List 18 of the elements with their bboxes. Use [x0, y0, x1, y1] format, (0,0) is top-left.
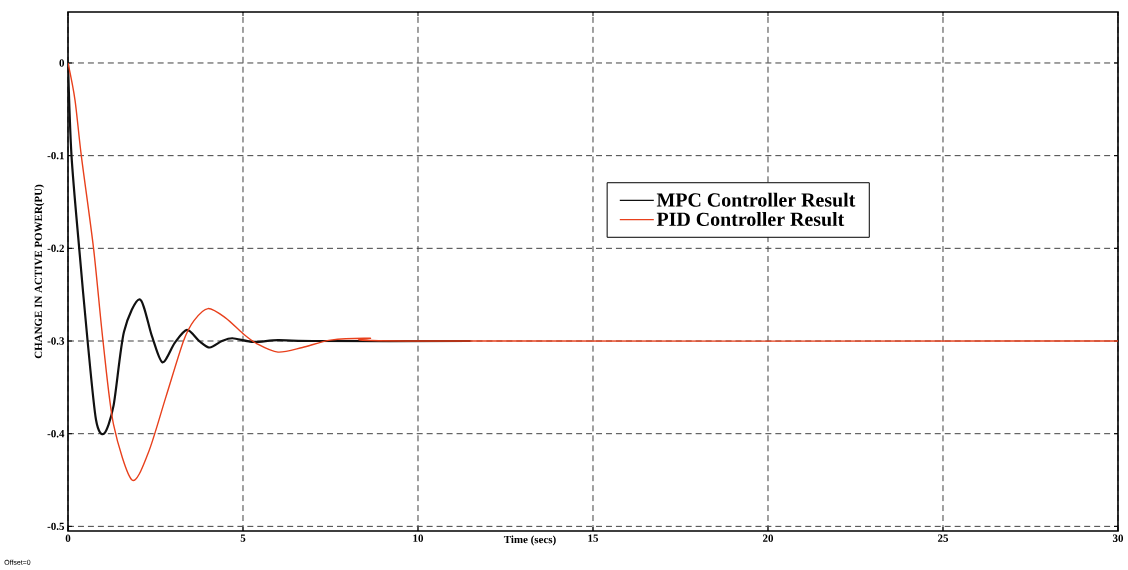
legend-label: MPC Controller Result — [656, 192, 856, 207]
y-tick-label: -0.4 — [47, 429, 65, 438]
x-tick-label: 30 — [1112, 534, 1124, 542]
y-tick-label: -0.1 — [47, 151, 64, 160]
x-tick-label: 20 — [762, 534, 774, 542]
x-tick-label: 5 — [240, 534, 246, 542]
y-axis-title: CHANGE IN ACTIVE POWER(PU) — [34, 184, 45, 359]
y-tick-label: -0.5 — [47, 522, 65, 531]
y-tick-label: 0 — [59, 59, 65, 67]
x-tick-label: 25 — [937, 534, 949, 542]
x-tick-label: 15 — [588, 534, 599, 542]
line-series — [68, 62, 1118, 481]
y-tick-label: -0.3 — [47, 337, 65, 345]
x-axis-title: Time (secs) — [503, 535, 556, 546]
x-tick-label: 10 — [413, 534, 424, 542]
x-tick-label: 0 — [65, 534, 71, 542]
y-tick-label: -0.2 — [47, 244, 64, 253]
legend-label: PID Controller Result — [656, 211, 845, 227]
